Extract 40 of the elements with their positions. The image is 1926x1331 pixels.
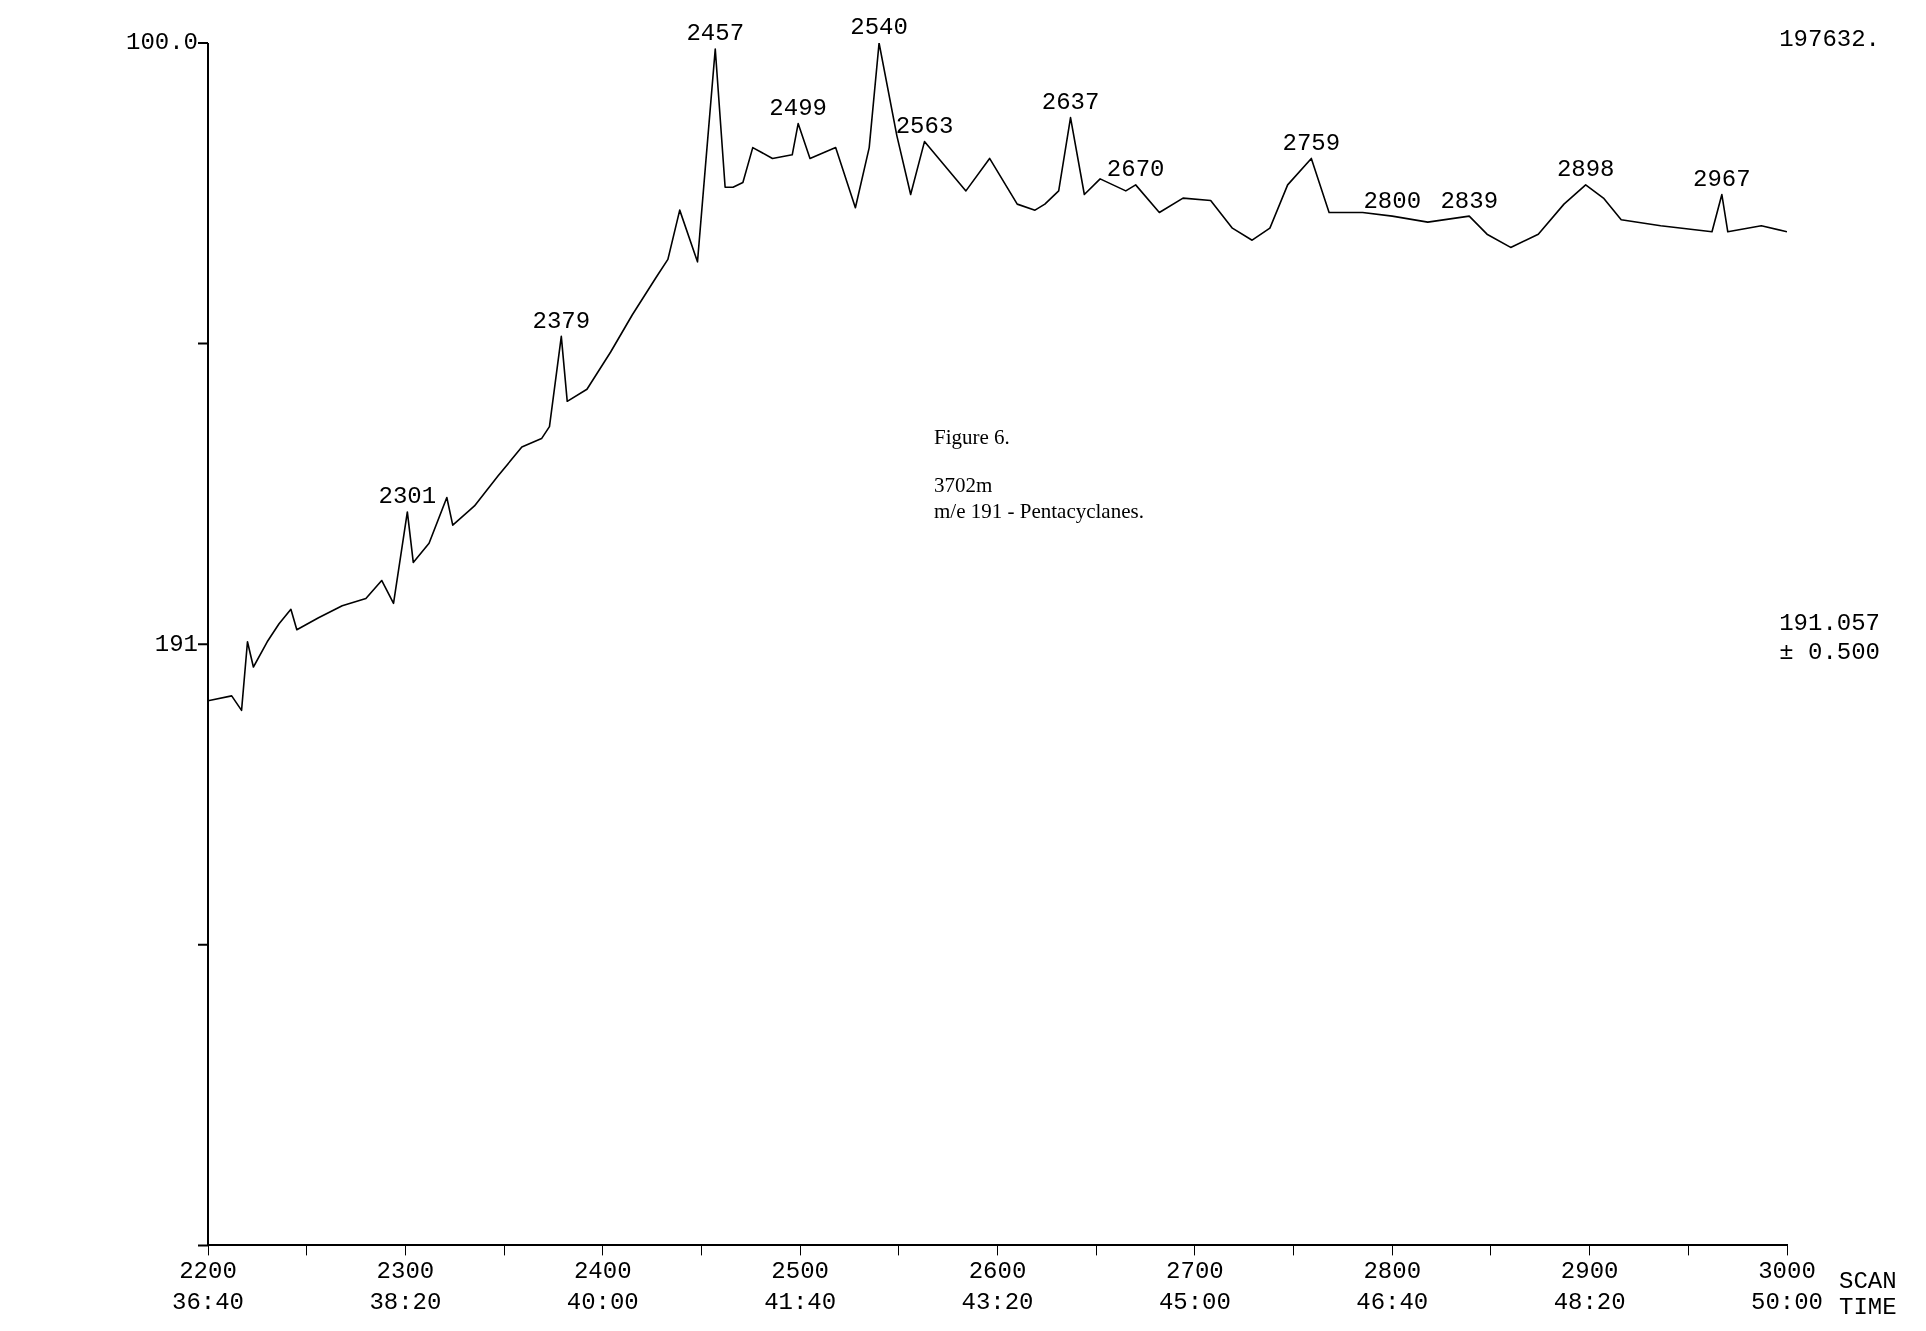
annotation: 2967 [1693, 165, 1751, 193]
annotation: 2563 [895, 112, 954, 140]
annotation: Figure 6. [934, 425, 1010, 450]
annotation: 3702m [934, 473, 993, 498]
x-tick-label: 2300 [376, 1258, 435, 1286]
annotation: 2499 [769, 94, 827, 122]
annotation: m/e 191 - Pentacyclanes. [934, 499, 1144, 524]
annotation: 2898 [1556, 156, 1615, 184]
x2-tick-label: 43:20 [961, 1288, 1034, 1316]
annotation: 2637 [1041, 88, 1100, 116]
annotation: 197632. [1779, 26, 1880, 54]
annotation: 2540 [850, 14, 908, 42]
x-tick-label: 2400 [573, 1258, 632, 1286]
x-tick-label: 2800 [1363, 1258, 1422, 1286]
x2-tick-label: 38:20 [369, 1288, 442, 1316]
annotation: 2800 [1363, 187, 1422, 215]
text: 191 [154, 630, 198, 658]
x2-tick-label: 40:00 [566, 1288, 639, 1316]
x-tick-label: 2600 [968, 1258, 1027, 1286]
x-tick-label: 2500 [771, 1258, 829, 1286]
x2-tick-label: 48:20 [1553, 1288, 1626, 1316]
text: 100.0 [125, 29, 198, 57]
x-tick-label: 2200 [179, 1258, 237, 1286]
annotation: 2379 [532, 307, 591, 335]
annotation: 191.057 [1779, 610, 1880, 638]
x-tick-label: 3000 [1758, 1258, 1816, 1286]
x-axis-title: SCAN TIME [1839, 1267, 1897, 1321]
x2-tick-label: 46:40 [1356, 1288, 1429, 1316]
annotation: 2759 [1282, 129, 1341, 157]
annotation: 2301 [378, 483, 437, 511]
annotation: ± 0.500 [1779, 639, 1880, 667]
annotation: 2457 [686, 20, 745, 48]
x2-tick-label: 41:40 [764, 1288, 837, 1316]
x2-tick-label: 36:40 [171, 1288, 245, 1316]
annotation: 2670 [1106, 156, 1165, 184]
annotation: 2839 [1440, 187, 1499, 215]
x2-tick-label: 45:00 [1158, 1288, 1231, 1316]
x-tick-label: 2700 [1166, 1258, 1224, 1286]
x2-tick-label: 50:00 [1750, 1288, 1824, 1316]
x-tick-label: 2900 [1560, 1258, 1619, 1286]
